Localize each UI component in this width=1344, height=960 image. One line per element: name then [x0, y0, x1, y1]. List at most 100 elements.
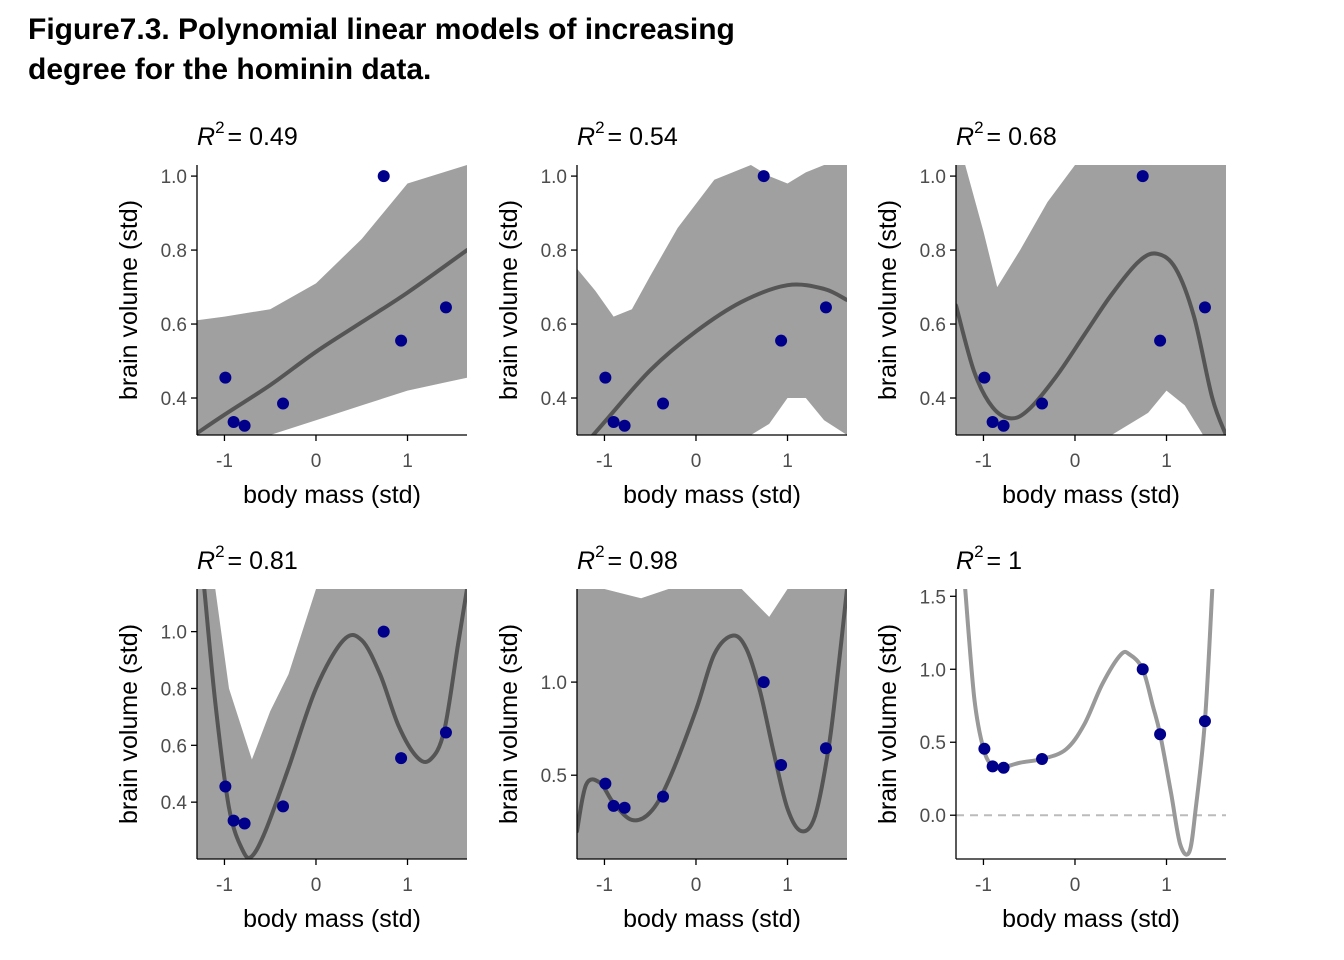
y-tick-label: 0.6 [920, 315, 946, 336]
panel-title-value: = 0.81 [228, 547, 298, 575]
x-tick-label: 1 [782, 451, 793, 472]
x-tick-label: 0 [311, 875, 322, 896]
panel-title-r: R [197, 547, 215, 575]
panel-title-value: = 1 [987, 547, 1022, 575]
y-tick-label: 0.5 [541, 766, 567, 787]
fit-line [956, 251, 1226, 435]
data-point [439, 726, 452, 739]
data-point [277, 397, 290, 410]
x-axis-label: body mass (std) [243, 481, 421, 509]
y-tick-label: 0.8 [920, 241, 946, 262]
plot-area [577, 165, 847, 435]
plot-area [956, 165, 1226, 435]
x-tick-label: 1 [402, 875, 413, 896]
y-axis-label: brain volume (std) [115, 200, 143, 400]
figure-title-line1: Figure7.3. Polynomial linear models of i… [28, 13, 735, 46]
panel-title-r: R [956, 547, 974, 575]
data-point [439, 301, 452, 314]
confidence-band [197, 165, 467, 435]
data-point [819, 301, 832, 314]
data-point [997, 419, 1010, 432]
figure-title: Figure7.3. Polynomial linear models of i… [28, 10, 928, 90]
panel-title-r: R [577, 547, 595, 575]
data-point [657, 397, 670, 410]
figure-title-line2: degree for the hominin data. [28, 53, 432, 86]
data-point [1198, 301, 1211, 314]
y-tick-label: 1.0 [541, 167, 567, 188]
x-tick-label: 1 [782, 875, 793, 896]
data-point [757, 676, 770, 689]
y-tick-label: 1.0 [920, 167, 946, 188]
x-axis-label: body mass (std) [623, 905, 801, 933]
y-tick-label: 0.6 [541, 315, 567, 336]
data-point [1036, 397, 1049, 410]
y-axis-label: brain volume (std) [874, 200, 902, 400]
data-point [1154, 728, 1167, 741]
panel-title: R2 = 0.98 [577, 542, 678, 575]
x-tick-label: 0 [1070, 875, 1081, 896]
panel-title-r: R [956, 123, 974, 151]
panel-title-exponent: 2 [215, 118, 224, 137]
confidence-band [197, 589, 467, 859]
panel-title-exponent: 2 [974, 118, 983, 137]
panel-title-exponent: 2 [974, 542, 983, 561]
plot-area [197, 589, 467, 859]
data-point [227, 416, 240, 429]
panel-title-value: = 0.98 [608, 547, 678, 575]
y-axis-label: brain volume (std) [115, 624, 143, 824]
confidence-band [956, 165, 1226, 435]
data-point [657, 790, 670, 803]
data-point [227, 814, 240, 827]
x-tick-label: 0 [691, 451, 702, 472]
data-point [775, 334, 788, 347]
data-point [377, 625, 390, 638]
panel-2: -1 0 1 0.4 0.6 0.8 1.0 body mass (std) brain vol… [495, 118, 847, 509]
panel-title-value: = 0.49 [228, 123, 298, 151]
y-axis-label: brain volume (std) [874, 624, 902, 824]
data-point [618, 419, 631, 432]
x-tick-label: -1 [216, 875, 233, 896]
data-point [997, 761, 1010, 774]
x-tick-label: 1 [402, 451, 413, 472]
y-tick-label: 1.0 [161, 167, 187, 188]
panel-3: -1 0 1 0.4 0.6 0.8 1.0 body mass (std) brain vol… [874, 118, 1226, 509]
data-point [1198, 715, 1211, 728]
x-tick-label: 0 [1070, 451, 1081, 472]
data-point [599, 371, 612, 384]
data-point [395, 752, 408, 765]
x-axis-label: body mass (std) [623, 481, 801, 509]
data-point [377, 170, 390, 183]
panel-title: R2 = 0.49 [197, 118, 298, 151]
y-tick-label: 0.6 [161, 315, 187, 336]
data-point [978, 371, 991, 384]
y-axis-label: brain volume (std) [495, 200, 523, 400]
data-point [607, 416, 620, 429]
panel-title-exponent: 2 [215, 542, 224, 561]
panel-5: -1 0 1 0.5 1.0 body mass (std) brain volume (s… [495, 542, 847, 933]
data-point [1036, 753, 1049, 766]
x-tick-label: 1 [1161, 875, 1172, 896]
data-point [775, 758, 788, 771]
plot-area [956, 589, 1226, 857]
fit-line [590, 282, 847, 435]
y-tick-label: 0.8 [161, 241, 187, 262]
confidence-band [577, 165, 847, 435]
panel-title-exponent: 2 [595, 118, 604, 137]
data-point [618, 801, 631, 814]
data-point [238, 419, 251, 432]
data-point [238, 817, 251, 830]
x-tick-label: -1 [216, 451, 233, 472]
x-tick-label: 0 [691, 875, 702, 896]
panel-title-r: R [577, 123, 595, 151]
confidence-band [577, 589, 847, 859]
data-point [986, 416, 999, 429]
y-tick-label: 1.5 [920, 587, 946, 608]
x-axis-label: body mass (std) [1002, 481, 1180, 509]
x-axis-label: body mass (std) [1002, 905, 1180, 933]
panel-1: -1 0 1 0.4 0.6 0.8 1.0 body mass (std) brain vol… [115, 118, 467, 509]
panel-title-exponent: 2 [595, 542, 604, 561]
panel-title: R2 = 0.68 [956, 118, 1057, 151]
y-tick-label: 1.0 [541, 673, 567, 694]
panel-title-value: = 0.68 [987, 123, 1057, 151]
